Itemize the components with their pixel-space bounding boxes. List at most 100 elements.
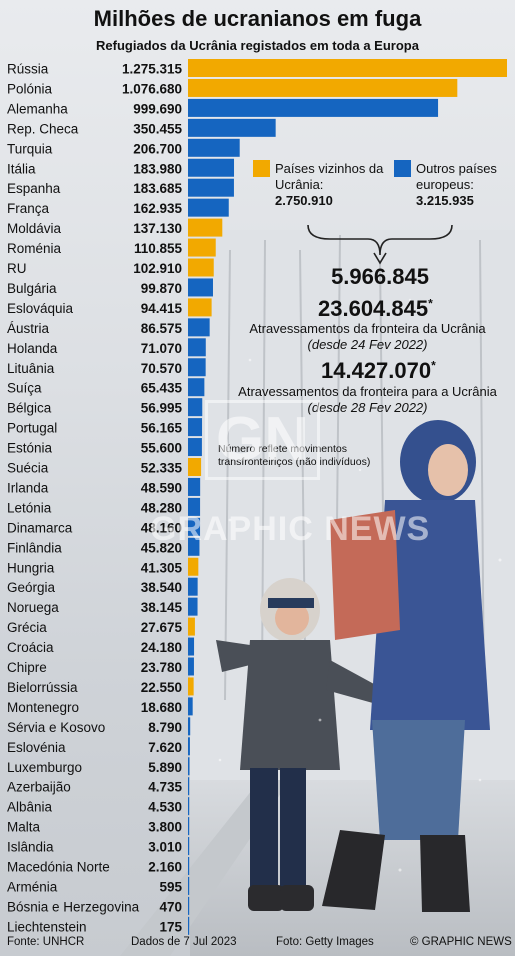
country-label: Estónia — [7, 441, 53, 456]
value-label: 99.870 — [141, 281, 182, 296]
country-label: Lituânia — [7, 361, 55, 376]
bar-18 — [188, 418, 203, 437]
country-label: Moldávia — [7, 221, 62, 236]
country-label: Malta — [7, 820, 41, 835]
value-label: 3.800 — [148, 820, 182, 835]
value-label: 110.855 — [134, 241, 183, 256]
bar-37 — [188, 797, 190, 816]
legend-other: Outros países europeus: 3.215.935 — [416, 161, 506, 209]
bar-33 — [188, 717, 191, 736]
bar-9 — [188, 238, 216, 257]
country-label: Noruega — [7, 600, 59, 615]
bar-38 — [188, 817, 190, 836]
country-label: RU — [7, 261, 27, 276]
bar-7 — [188, 198, 229, 217]
bar-27 — [188, 597, 198, 616]
bar-19 — [188, 438, 202, 457]
value-label: 38.540 — [141, 580, 182, 595]
country-label: Áustria — [7, 321, 50, 336]
country-label: Alemanha — [7, 101, 68, 116]
footer-photo: Foto: Getty Images — [276, 936, 374, 948]
country-label: Bósnia e Herzegovina — [7, 899, 140, 914]
value-label: 52.335 — [141, 461, 183, 476]
bar-14 — [188, 338, 206, 357]
bar-22 — [188, 497, 201, 516]
country-label: Finlândia — [7, 540, 62, 555]
snowflakes — [208, 298, 502, 872]
country-label: Suíça — [7, 381, 42, 396]
value-label: 23.780 — [141, 660, 182, 675]
value-label: 48.280 — [141, 500, 182, 515]
country-label: Suécia — [7, 461, 49, 476]
chart-subtitle: Refugiados da Ucrânia registados em toda… — [96, 38, 419, 53]
watermark-logo: GN — [205, 400, 320, 480]
legend-neighbor: Países vizinhos da Ucrânia: 2.750.910 — [275, 161, 385, 209]
bar-21 — [188, 477, 201, 496]
value-label: 999.690 — [133, 101, 182, 116]
value-label: 183.685 — [133, 181, 182, 196]
bar-25 — [188, 557, 199, 576]
bar-28 — [188, 617, 195, 636]
country-label: Itália — [7, 161, 36, 176]
country-label: Polónia — [7, 81, 53, 96]
legend-swatch-other — [394, 160, 411, 177]
crossings-note: Número reflete movimentos transfronteiri… — [218, 443, 371, 468]
legend-swatch-neighbor — [253, 160, 270, 177]
country-label: Luxemburgo — [7, 760, 82, 775]
value-label: 56.995 — [141, 401, 183, 416]
value-label: 24.180 — [141, 640, 182, 655]
value-label: 2.160 — [148, 860, 182, 875]
country-label: Grécia — [7, 620, 47, 635]
value-label: 183.980 — [133, 161, 182, 176]
woman-figure — [322, 420, 490, 912]
value-label: 1.275.315 — [122, 62, 183, 77]
crossings-out-label: Atravessamentos da fronteira da Ucrânia — [249, 321, 486, 336]
footer-credit: © GRAPHIC NEWS — [410, 936, 512, 948]
value-label: 38.145 — [141, 600, 183, 615]
child-figure — [216, 578, 385, 911]
bar-42 — [188, 896, 190, 915]
bar-20 — [188, 458, 202, 476]
country-label: Letónia — [7, 500, 52, 515]
value-label: 4.735 — [148, 780, 182, 795]
value-label: 70.570 — [141, 361, 182, 376]
country-label: Espanha — [7, 181, 61, 196]
value-label: 162.935 — [133, 201, 182, 216]
country-label: Eslováquia — [7, 301, 74, 316]
crossings-out-total: 23.604.845* — [318, 296, 433, 322]
country-label: Dinamarca — [7, 520, 73, 535]
country-label: Macedónia Norte — [7, 860, 110, 875]
bar-5 — [188, 158, 235, 177]
value-label: 4.530 — [148, 800, 182, 815]
country-label: Arménia — [7, 879, 58, 894]
country-label: Bulgária — [7, 281, 57, 296]
value-label: 350.455 — [133, 121, 182, 136]
bar-26 — [188, 577, 198, 596]
value-label: 65.435 — [141, 381, 183, 396]
country-label: Rússia — [7, 62, 49, 77]
country-label: Chipre — [7, 660, 47, 675]
value-label: 27.675 — [141, 620, 183, 635]
bare-trees — [224, 234, 485, 701]
value-label: 102.910 — [133, 261, 182, 276]
value-label: 71.070 — [141, 341, 182, 356]
bar-43 — [188, 916, 190, 935]
crossings-out-asterisk: * — [428, 296, 433, 311]
country-label: Irlanda — [7, 480, 49, 495]
country-label: Holanda — [7, 341, 58, 356]
value-label: 175 — [159, 919, 182, 934]
value-label: 8.790 — [148, 720, 182, 735]
value-label: 18.680 — [141, 700, 182, 715]
legend-other-label: Outros países europeus: — [416, 161, 497, 192]
bar-30 — [188, 657, 194, 676]
legend-neighbor-total: 2.750.910 — [275, 193, 333, 208]
bar-36 — [188, 777, 190, 796]
bar-8 — [188, 218, 223, 237]
country-label: Albânia — [7, 800, 53, 815]
crossings-in-total: 14.427.070* — [321, 358, 436, 384]
legend-brace — [307, 225, 453, 265]
value-label: 41.305 — [141, 560, 183, 575]
legend-other-total: 3.215.935 — [416, 193, 474, 208]
